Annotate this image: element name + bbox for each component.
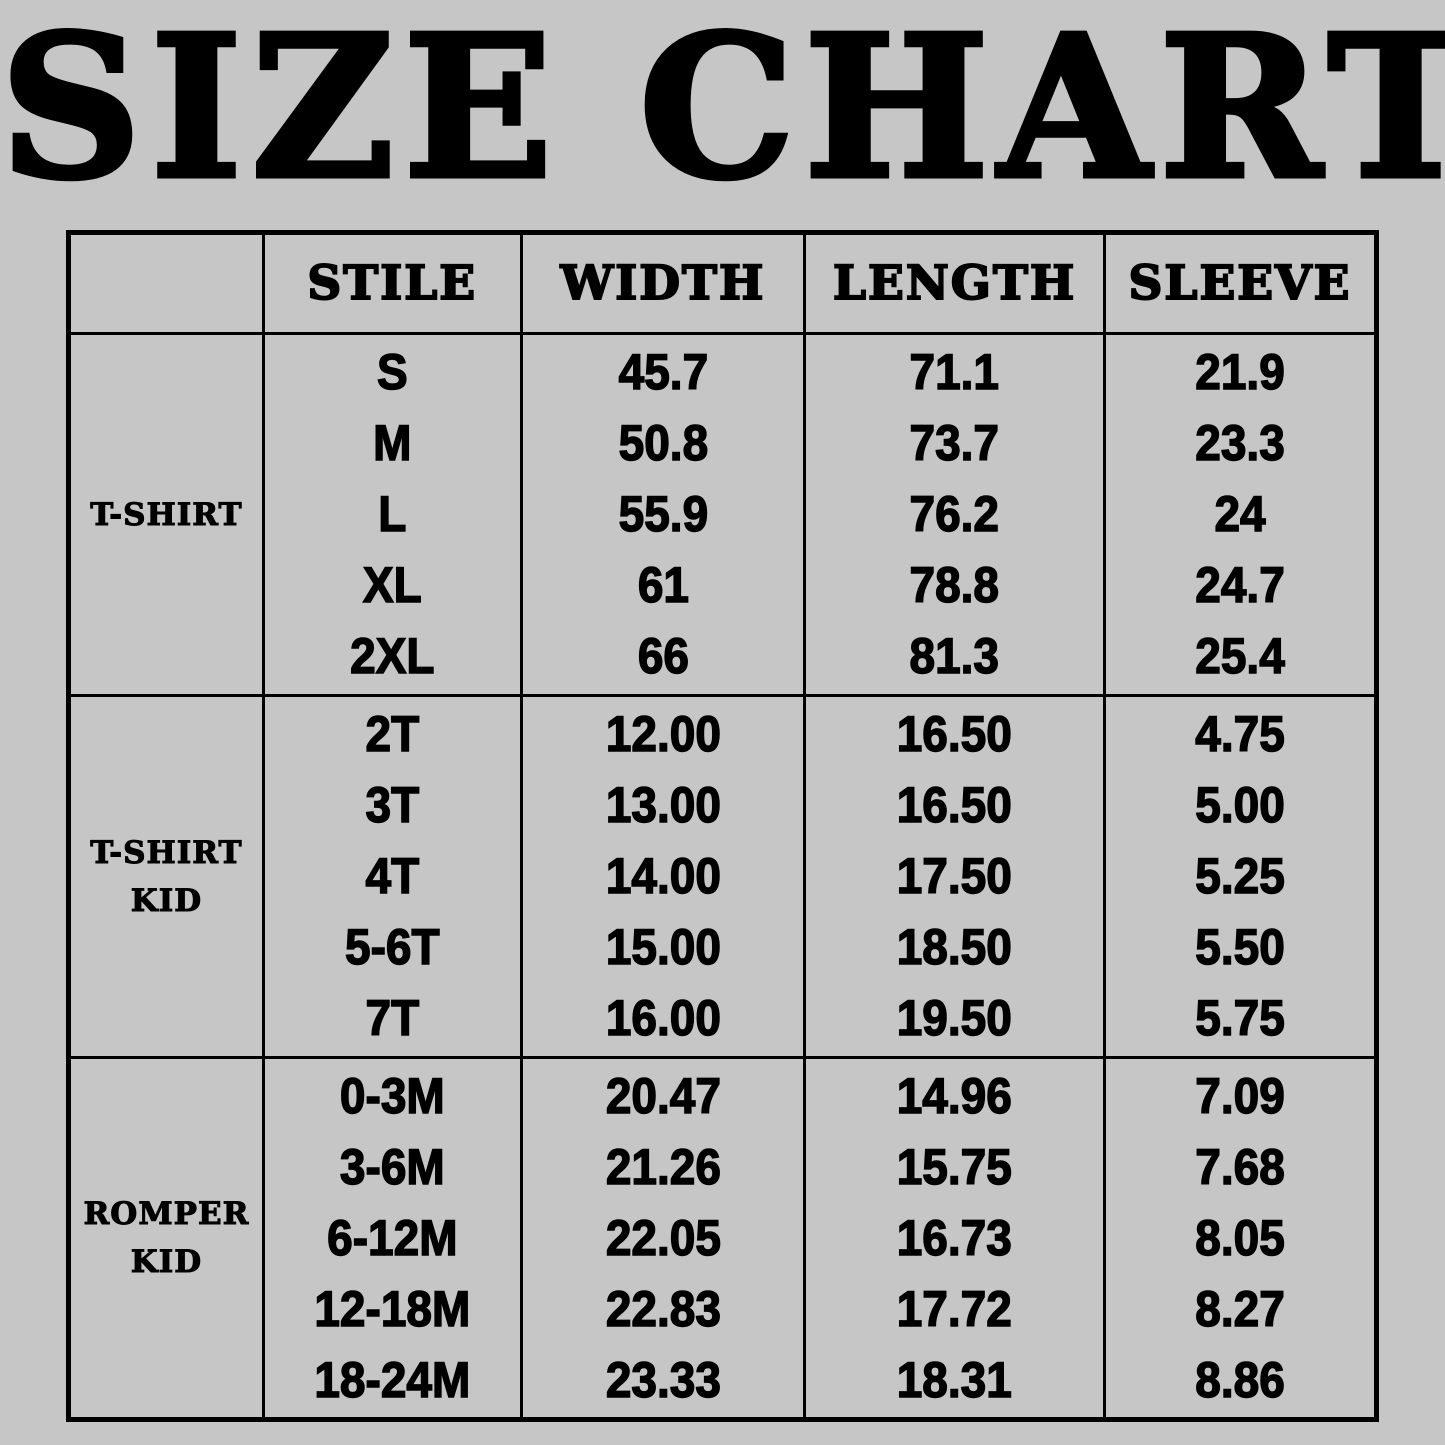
stile-value: S <box>376 343 408 401</box>
sleeve-value: 8.05 <box>1194 1209 1285 1267</box>
stile-value: 0-3M <box>339 1067 445 1125</box>
stile-value: 5-6T <box>344 918 440 976</box>
sleeve-value: 23.3 <box>1194 414 1285 472</box>
length-value: 17.72 <box>896 1280 1013 1338</box>
length-value: 73.7 <box>909 414 1000 472</box>
tshirt-width-cell: 45.7 50.8 55.9 61 66 <box>519 332 807 697</box>
width-value: 16.00 <box>605 989 721 1047</box>
length-value: 18.31 <box>896 1351 1013 1409</box>
length-value: 81.3 <box>909 627 1000 685</box>
size-chart-table: STILE WIDTH LENGTH SLEEVE T-SHIRT S M L XL 2… <box>66 230 1379 1422</box>
width-value: 55.9 <box>618 485 709 543</box>
length-value: 16.73 <box>896 1209 1013 1267</box>
sleeve-value: 4.75 <box>1194 705 1285 763</box>
romper-kid-sleeve-cell: 7.09 7.68 8.05 8.27 8.86 <box>1102 1056 1379 1421</box>
length-value: 15.75 <box>896 1138 1013 1196</box>
tshirt-length-cell: 71.1 73.7 76.2 78.8 81.3 <box>803 332 1106 697</box>
sleeve-value: 5.50 <box>1194 918 1285 976</box>
sleeve-value: 8.27 <box>1194 1280 1285 1338</box>
sleeve-value: 5.00 <box>1194 776 1285 834</box>
stile-value: 2XL <box>349 627 435 685</box>
stile-value: 18-24M <box>314 1351 471 1409</box>
header-empty <box>67 231 265 335</box>
width-value: 45.7 <box>618 343 709 401</box>
stile-value: 2T <box>365 705 420 763</box>
section-label-line: ROMPER <box>83 1196 250 1233</box>
width-value: 22.83 <box>605 1280 721 1338</box>
length-value: 14.96 <box>896 1067 1013 1125</box>
stile-value: 3T <box>365 776 420 834</box>
sleeve-value: 24.7 <box>1194 556 1285 614</box>
header-length: LENGTH <box>803 231 1106 335</box>
width-value: 13.00 <box>605 776 721 834</box>
section-label-tshirt-kid: T-SHIRT KID <box>67 694 265 1059</box>
stile-value: 7T <box>365 989 420 1047</box>
length-value: 16.50 <box>896 705 1013 763</box>
width-value: 50.8 <box>618 414 709 472</box>
table-row-romper-kid: ROMPER KID 0-3M 3-6M 6-12M 12-18M 18-24M 20.4… <box>67 1056 1379 1421</box>
stile-value: 4T <box>365 847 420 905</box>
stile-value: M <box>372 414 412 472</box>
width-value: 23.33 <box>605 1351 721 1409</box>
width-value: 21.26 <box>605 1138 721 1196</box>
length-value: 18.50 <box>896 918 1013 976</box>
length-value: 76.2 <box>909 485 1000 543</box>
section-label-line: KID <box>130 1244 203 1281</box>
tshirt-kid-length-cell: 16.50 16.50 17.50 18.50 19.50 <box>803 694 1106 1059</box>
romper-kid-width-cell: 20.47 21.26 22.05 22.83 23.33 <box>519 1056 807 1421</box>
romper-kid-length-cell: 14.96 15.75 16.73 17.72 18.31 <box>803 1056 1106 1421</box>
sleeve-value: 24 <box>1214 485 1267 543</box>
section-label-tshirt: T-SHIRT <box>67 332 265 697</box>
romper-kid-stile-cell: 0-3M 3-6M 6-12M 12-18M 18-24M <box>261 1056 523 1421</box>
section-label-line: T-SHIRT <box>90 834 243 871</box>
width-value: 22.05 <box>605 1209 721 1267</box>
sleeve-value: 7.68 <box>1194 1138 1285 1196</box>
sleeve-value: 5.75 <box>1194 989 1285 1047</box>
sleeve-value: 21.9 <box>1194 343 1285 401</box>
section-label-line: T-SHIRT <box>90 496 243 533</box>
tshirt-kid-sleeve-cell: 4.75 5.00 5.25 5.50 5.75 <box>1102 694 1379 1059</box>
length-value: 19.50 <box>896 989 1013 1047</box>
stile-value: L <box>377 485 407 543</box>
width-value: 66 <box>637 627 690 685</box>
stile-value: 3-6M <box>339 1138 445 1196</box>
tshirt-kid-width-cell: 12.00 13.00 14.00 15.00 16.00 <box>519 694 807 1059</box>
section-label-line: KID <box>130 882 203 919</box>
tshirt-kid-stile-cell: 2T 3T 4T 5-6T 7T <box>261 694 523 1059</box>
stile-value: XL <box>362 556 422 614</box>
sleeve-value: 25.4 <box>1194 627 1285 685</box>
header-width: WIDTH <box>519 231 807 335</box>
width-value: 15.00 <box>605 918 721 976</box>
page-title: SIZE CHART <box>0 0 1445 223</box>
tshirt-sleeve-cell: 21.9 23.3 24 24.7 25.4 <box>1102 332 1379 697</box>
header-sleeve: SLEEVE <box>1102 231 1379 335</box>
section-label-romper-kid: ROMPER KID <box>67 1056 265 1421</box>
length-value: 71.1 <box>909 343 1000 401</box>
width-value: 12.00 <box>605 705 721 763</box>
length-value: 16.50 <box>896 776 1013 834</box>
stile-value: 12-18M <box>314 1280 471 1338</box>
length-value: 78.8 <box>909 556 1000 614</box>
header-stile: STILE <box>261 231 523 335</box>
width-value: 61 <box>637 556 690 614</box>
sleeve-value: 8.86 <box>1194 1351 1285 1409</box>
sleeve-value: 7.09 <box>1194 1067 1285 1125</box>
tshirt-stile-cell: S M L XL 2XL <box>261 332 523 697</box>
width-value: 20.47 <box>605 1067 721 1125</box>
table-header-row: STILE WIDTH LENGTH SLEEVE <box>67 231 1379 335</box>
sleeve-value: 5.25 <box>1194 847 1285 905</box>
table-row-tshirt: T-SHIRT S M L XL 2XL 45.7 50.8 55.9 61 66 71.1 73… <box>67 332 1379 697</box>
table-row-tshirt-kid: T-SHIRT KID 2T 3T 4T 5-6T 7T 12.00 13.00 14.00 1… <box>67 694 1379 1059</box>
stile-value: 6-12M <box>326 1209 458 1267</box>
width-value: 14.00 <box>605 847 721 905</box>
length-value: 17.50 <box>896 847 1013 905</box>
